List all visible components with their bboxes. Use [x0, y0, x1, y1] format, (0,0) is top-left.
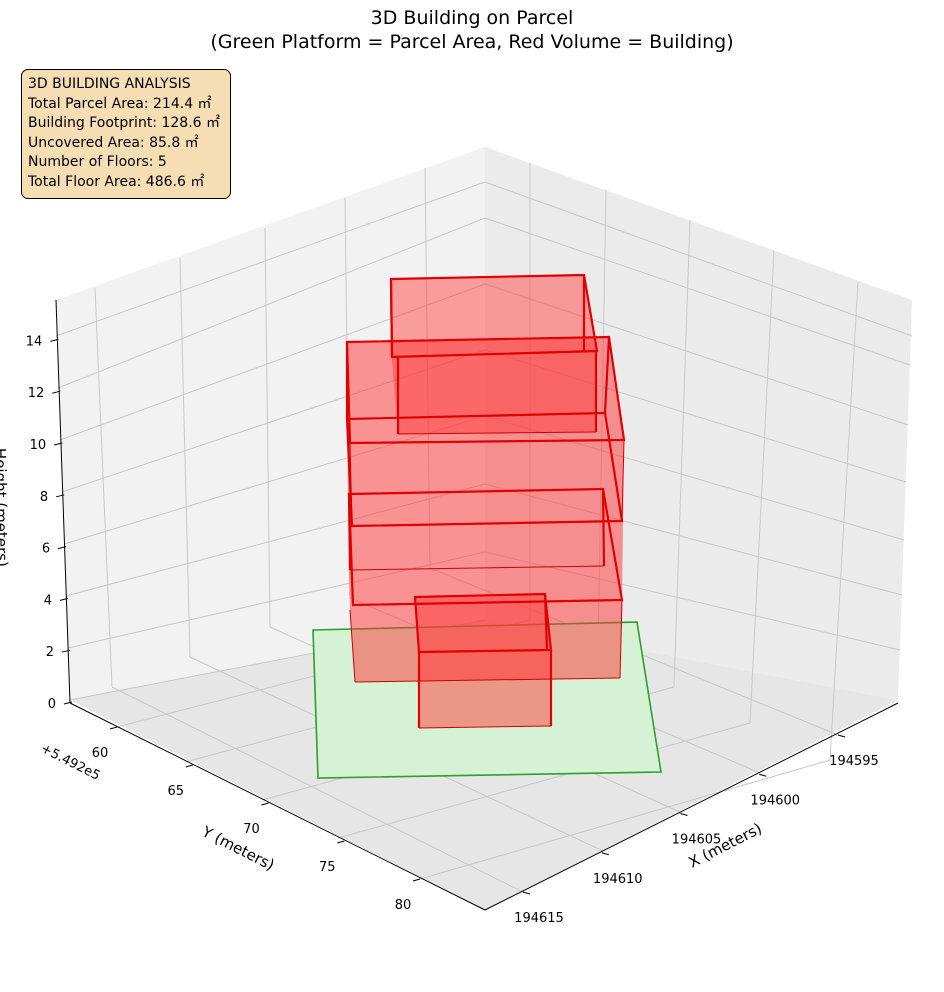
z-tick-mark [50, 338, 59, 342]
y-tick-label: 65 [167, 784, 184, 799]
chart-title-line2: (Green Platform = Parcel Area, Red Volum… [210, 31, 734, 53]
info-floors: Number of Floors: 5 [28, 154, 167, 170]
z-tick-label: 10 [30, 438, 47, 453]
building-volume [347, 275, 624, 728]
x-tick-label: 194605 [672, 833, 722, 848]
y-tick-mark [185, 764, 193, 768]
z-tick-mark [54, 442, 63, 446]
info-heading: 3D BUILDING ANALYSIS [28, 76, 191, 92]
z-tick-label: 8 [40, 490, 48, 505]
y-tick-mark [412, 878, 421, 882]
z-tick-mark [52, 390, 61, 394]
z-tick-mark [63, 701, 73, 705]
z-tick-mark [57, 546, 67, 550]
y-axis-ticks: 60 65 70 75 80 [92, 726, 421, 913]
x-tick-label: 194600 [750, 793, 800, 808]
axis-lines [55, 299, 899, 911]
x-tick-label: 194595 [829, 754, 879, 769]
x-tick-mark [759, 773, 767, 777]
z-tick-mark [59, 597, 69, 601]
x-tick-label: 194615 [514, 911, 564, 926]
chart-title-line1: 3D Building on Parcel [370, 7, 574, 29]
chart-title: 3D Building on Parcel (Green Platform = … [0, 6, 944, 54]
info-building-footprint: Building Footprint: 128.6 ㎡ [28, 115, 221, 131]
y-tick-label: 70 [243, 822, 260, 837]
z-tick-label: 0 [48, 697, 56, 712]
x-tick-mark [601, 852, 609, 856]
z-tick-label: 2 [46, 645, 54, 660]
building-thin-edges [349, 431, 625, 729]
y-tick-label: 60 [92, 746, 109, 761]
z-tick-label: 12 [28, 386, 45, 401]
x-tick-mark [837, 734, 846, 738]
z-tick-label: 6 [42, 542, 50, 557]
info-uncovered-area: Uncovered Area: 85.8 ㎡ [28, 134, 199, 151]
z-tick-label: 14 [26, 334, 43, 349]
z-tick-mark [56, 494, 65, 498]
info-total-parcel-area: Total Parcel Area: 214.4 ㎡ [28, 95, 212, 112]
y-tick-label: 80 [395, 898, 412, 913]
y-tick-label: 75 [319, 860, 336, 875]
x-tick-mark [522, 891, 531, 895]
analysis-info-box: 3D BUILDING ANALYSIS Total Parcel Area: … [21, 69, 231, 199]
z-tick-mark [61, 649, 71, 653]
building-block-main [347, 337, 624, 682]
y-tick-mark [109, 726, 118, 730]
z-tick-label: 4 [44, 593, 52, 608]
y-tick-mark [337, 840, 345, 844]
x-tick-mark [680, 813, 688, 816]
z-axis-label: Height (meters) [0, 448, 11, 567]
y-tick-mark [261, 802, 269, 806]
info-total-floor-area: Total Floor Area: 486.6 ㎡ [28, 173, 205, 190]
z-axis-ticks: 0 2 4 6 8 10 12 14 [26, 334, 73, 712]
y-axis-label: Y (meters) [198, 822, 277, 874]
x-tick-label: 194610 [593, 872, 643, 887]
x-axis-ticks: 194595 194600 194605 194610 194615 [514, 734, 879, 926]
